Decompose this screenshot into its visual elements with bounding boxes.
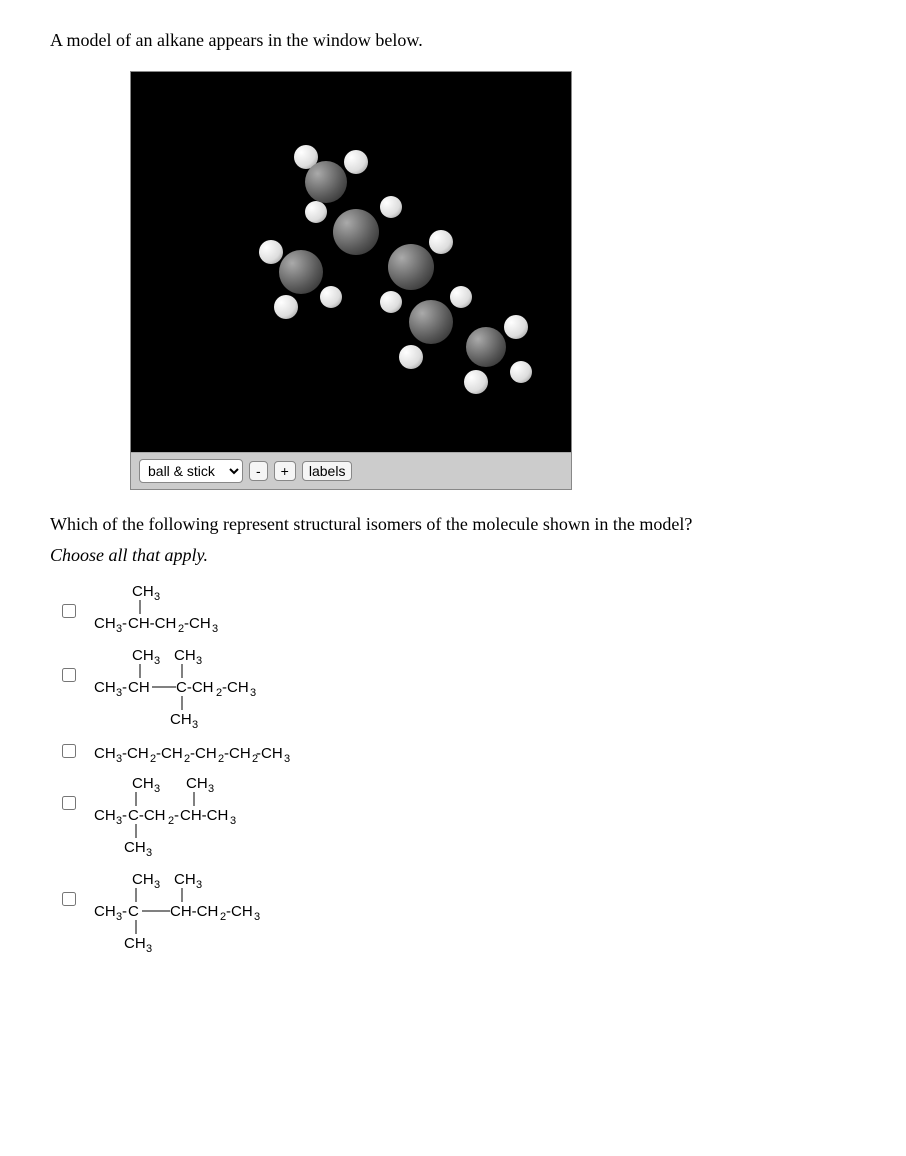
hydrogen-atom xyxy=(305,201,327,223)
option-structure-1: CH3 CH3 - CH-CH2 -CH3 xyxy=(94,580,294,638)
svg-text:C-CH: C-CH xyxy=(176,679,214,696)
zoom-in-button[interactable]: + xyxy=(274,461,296,481)
question-text: Which of the following represent structu… xyxy=(50,514,856,535)
carbon-atom xyxy=(305,161,347,203)
svg-text:-: - xyxy=(122,615,127,632)
svg-text:C: C xyxy=(128,903,139,920)
hydrogen-atom xyxy=(380,196,402,218)
option-structure-3: CH3 -CH2 -CH2 -CH2 -CH2 -CH3 xyxy=(94,740,394,766)
option-checkbox-4[interactable] xyxy=(62,796,76,810)
carbon-atom xyxy=(409,300,453,344)
svg-text:3: 3 xyxy=(250,687,256,699)
svg-text:-: - xyxy=(122,807,127,824)
hydrogen-atom xyxy=(504,315,528,339)
svg-text:-CH: -CH xyxy=(256,745,283,762)
option-checkbox-2[interactable] xyxy=(62,668,76,682)
svg-text:CH: CH xyxy=(170,711,192,728)
svg-text:3: 3 xyxy=(146,847,152,859)
svg-text:3: 3 xyxy=(154,591,160,603)
svg-text:3: 3 xyxy=(208,783,214,795)
option-structure-5: CH3 CH3 CH3 - C CH-CH2 -CH3 CH3 xyxy=(94,868,374,958)
svg-text:-: - xyxy=(122,903,127,920)
hydrogen-atom xyxy=(450,286,472,308)
svg-text:CH: CH xyxy=(94,807,116,824)
option-row: CH3 -CH2 -CH2 -CH2 -CH2 -CH3 xyxy=(58,740,856,766)
svg-text:-CH: -CH xyxy=(224,745,251,762)
svg-text:CH-CH: CH-CH xyxy=(128,615,176,632)
svg-text:3: 3 xyxy=(154,655,160,667)
options-list: CH3 CH3 - CH-CH2 -CH3 CH3 CH3 CH3 - CH C… xyxy=(58,580,856,958)
hydrogen-atom xyxy=(274,295,298,319)
carbon-atom xyxy=(388,244,434,290)
svg-text:-: - xyxy=(122,679,127,696)
hydrogen-atom xyxy=(380,291,402,313)
hydrogen-atom xyxy=(510,361,532,383)
labels-button[interactable]: labels xyxy=(302,461,353,481)
option-row: CH3 CH3 - CH-CH2 -CH3 xyxy=(58,580,856,638)
svg-text:CH-CH: CH-CH xyxy=(180,807,228,824)
option-checkbox-1[interactable] xyxy=(62,604,76,618)
svg-text:CH: CH xyxy=(94,615,116,632)
option-row: CH3 CH3 CH3 - CH C-CH2 -CH3 CH3 xyxy=(58,644,856,734)
svg-text:3: 3 xyxy=(192,719,198,731)
option-row: CH3 CH3 CH3 - C CH-CH2 -CH3 CH3 xyxy=(58,868,856,958)
svg-text:-CH: -CH xyxy=(226,903,253,920)
carbon-atom xyxy=(466,327,506,367)
svg-text:CH: CH xyxy=(124,935,146,952)
prompt-text: A model of an alkane appears in the wind… xyxy=(50,30,856,51)
svg-text:CH: CH xyxy=(132,871,154,888)
svg-text:CH: CH xyxy=(186,775,208,792)
svg-text:-CH: -CH xyxy=(122,745,149,762)
svg-text:CH: CH xyxy=(174,647,196,664)
svg-text:CH: CH xyxy=(128,679,150,696)
option-row: CH3 CH3 CH3 - C-CH2 - CH-CH3 CH3 xyxy=(58,772,856,862)
svg-text:-: - xyxy=(174,807,179,824)
hydrogen-atom xyxy=(320,286,342,308)
render-mode-select[interactable]: ball & stickspace fillingwireframe xyxy=(139,459,243,483)
svg-text:3: 3 xyxy=(230,815,236,827)
svg-text:CH: CH xyxy=(94,679,116,696)
svg-text:CH: CH xyxy=(132,775,154,792)
svg-text:3: 3 xyxy=(284,753,290,765)
svg-text:CH: CH xyxy=(94,745,116,762)
zoom-out-button[interactable]: - xyxy=(249,461,268,481)
svg-text:3: 3 xyxy=(146,943,152,955)
svg-text:C-CH: C-CH xyxy=(128,807,166,824)
hydrogen-atom xyxy=(399,345,423,369)
svg-text:CH-CH: CH-CH xyxy=(170,903,218,920)
carbon-atom xyxy=(279,250,323,294)
instruction-text: Choose all that apply. xyxy=(50,545,856,566)
svg-text:CH: CH xyxy=(94,903,116,920)
option-structure-4: CH3 CH3 CH3 - C-CH2 - CH-CH3 CH3 xyxy=(94,772,354,862)
svg-text:-CH: -CH xyxy=(222,679,249,696)
viewer-toolbar: ball & stickspace fillingwireframe - + l… xyxy=(131,452,571,489)
svg-text:3: 3 xyxy=(154,879,160,891)
svg-text:3: 3 xyxy=(196,655,202,667)
hydrogen-atom xyxy=(464,370,488,394)
svg-text:-CH: -CH xyxy=(156,745,183,762)
viewer-canvas[interactable] xyxy=(131,72,571,452)
option-checkbox-5[interactable] xyxy=(62,892,76,906)
svg-text:CH: CH xyxy=(174,871,196,888)
svg-text:3: 3 xyxy=(154,783,160,795)
svg-text:CH: CH xyxy=(132,583,154,600)
svg-text:-CH: -CH xyxy=(190,745,217,762)
carbon-atom xyxy=(333,209,379,255)
option-checkbox-3[interactable] xyxy=(62,744,76,758)
hydrogen-atom xyxy=(344,150,368,174)
svg-text:CH: CH xyxy=(132,647,154,664)
hydrogen-atom xyxy=(429,230,453,254)
svg-text:-CH: -CH xyxy=(184,615,211,632)
molecule-viewer: ball & stickspace fillingwireframe - + l… xyxy=(130,71,572,490)
svg-text:3: 3 xyxy=(254,911,260,923)
option-structure-2: CH3 CH3 CH3 - CH C-CH2 -CH3 CH3 xyxy=(94,644,354,734)
svg-text:CH: CH xyxy=(124,839,146,856)
svg-text:3: 3 xyxy=(212,623,218,635)
svg-text:3: 3 xyxy=(196,879,202,891)
hydrogen-atom xyxy=(259,240,283,264)
